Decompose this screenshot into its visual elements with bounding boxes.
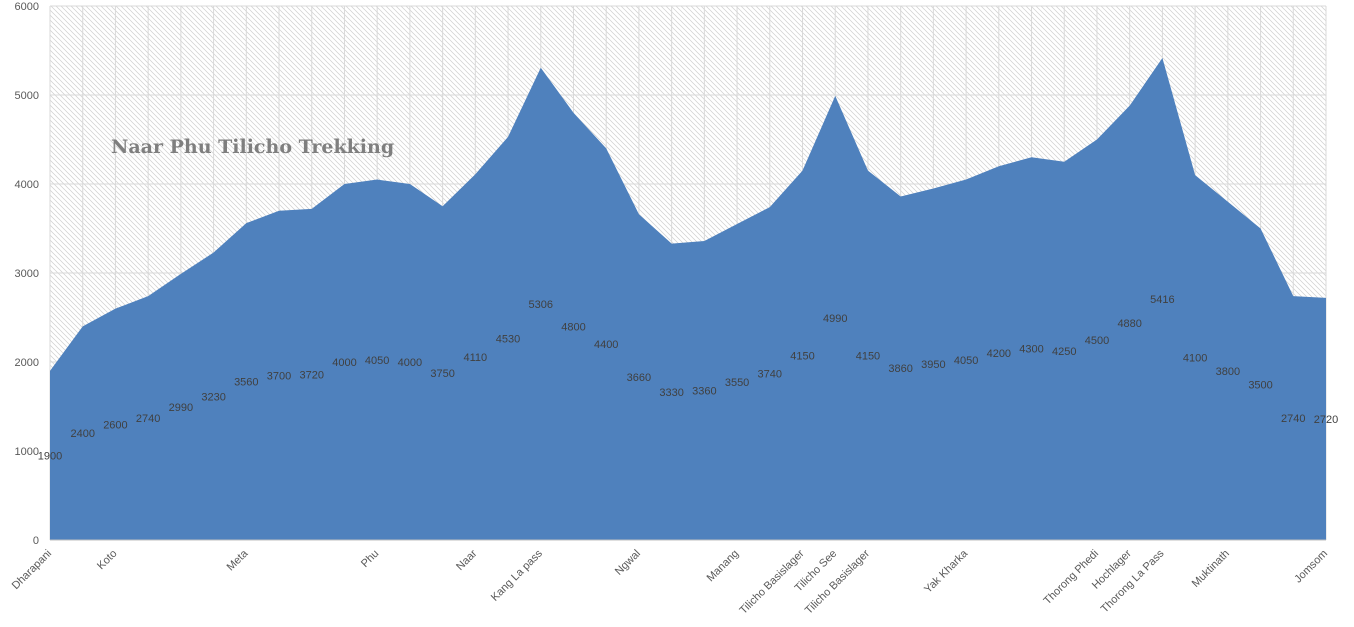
y-tick-label: 6000 [15, 1, 39, 13]
data-label: 2990 [169, 402, 193, 414]
y-tick-label: 1000 [15, 446, 39, 458]
data-label: 4500 [1085, 335, 1109, 347]
y-tick-label: 3000 [15, 268, 39, 280]
data-label: 2400 [70, 428, 94, 440]
data-label: 4880 [1117, 318, 1141, 330]
x-tick-label: Ngwal [613, 548, 643, 578]
y-tick-label: 5000 [15, 90, 39, 102]
data-label: 3860 [888, 363, 912, 375]
altitude-area [50, 57, 1326, 540]
y-tick-label: 2000 [15, 357, 39, 369]
data-label: 4250 [1052, 346, 1076, 358]
data-label: 4150 [856, 350, 880, 362]
data-label: 3360 [692, 385, 716, 397]
data-label: 3330 [659, 387, 683, 399]
data-label: 4200 [987, 348, 1011, 360]
y-axis: 0 1000 2000 3000 4000 5000 6000 [15, 1, 39, 547]
y-tick-label: 4000 [15, 179, 39, 191]
data-label: 4050 [954, 355, 978, 367]
data-label: 1900 [38, 450, 62, 462]
data-label: 4800 [561, 321, 585, 333]
data-label: 2720 [1314, 414, 1338, 426]
data-label: 5416 [1150, 294, 1174, 306]
data-label: 2600 [103, 419, 127, 431]
data-labels: 1900 2400 2600 2740 2990 3230 3560 3700 3720 4000… [38, 294, 1338, 462]
x-tick-label: Kang La pass [489, 547, 545, 603]
data-label: 3550 [725, 377, 749, 389]
x-tick-label: Thorong La Pass [1099, 547, 1167, 615]
data-label: 3660 [627, 372, 651, 384]
x-tick-label: Yak Kharka [922, 547, 971, 596]
data-label: 4150 [790, 350, 814, 362]
x-tick-label: Meta [225, 547, 251, 573]
data-label: 4000 [398, 357, 422, 369]
data-label: 4100 [1183, 353, 1207, 365]
data-label: 2740 [136, 413, 160, 425]
x-tick-label: Dharapani [10, 548, 54, 592]
x-tick-label: Naar [454, 547, 480, 573]
data-label: 3500 [1248, 379, 1272, 391]
area-series [50, 57, 1326, 540]
x-tick-label: Phu [359, 548, 381, 570]
data-label: 4000 [332, 357, 356, 369]
data-label: 3700 [267, 370, 291, 382]
data-label: 4990 [823, 313, 847, 325]
data-label: 3560 [234, 377, 258, 389]
x-tick-label: Manang [705, 548, 742, 585]
data-label: 3950 [921, 359, 945, 371]
x-tick-label: Muktinath [1190, 548, 1232, 590]
data-label: 3740 [758, 369, 782, 381]
data-label: 2740 [1281, 413, 1305, 425]
data-label: 5306 [529, 299, 553, 311]
x-tick-label: Thorong Phedi [1042, 548, 1102, 608]
data-label: 3720 [300, 369, 324, 381]
y-tick-label: 0 [33, 535, 39, 547]
data-label: 4530 [496, 333, 520, 345]
chart-title: Naar Phu Tilicho Trekking [111, 136, 394, 158]
data-label: 4050 [365, 355, 389, 367]
data-label: 4300 [1019, 344, 1043, 356]
data-label: 3230 [201, 391, 225, 403]
x-tick-label: Jomsom [1292, 548, 1330, 586]
x-axis: Dharapani Koto Meta Phu Naar Kang La pass Ngwa… [10, 539, 1330, 617]
data-label: 3800 [1216, 366, 1240, 378]
data-label: 4110 [464, 352, 488, 364]
data-label: 3750 [430, 368, 454, 380]
x-tick-label: Koto [95, 548, 119, 572]
data-label: 4400 [594, 339, 618, 351]
